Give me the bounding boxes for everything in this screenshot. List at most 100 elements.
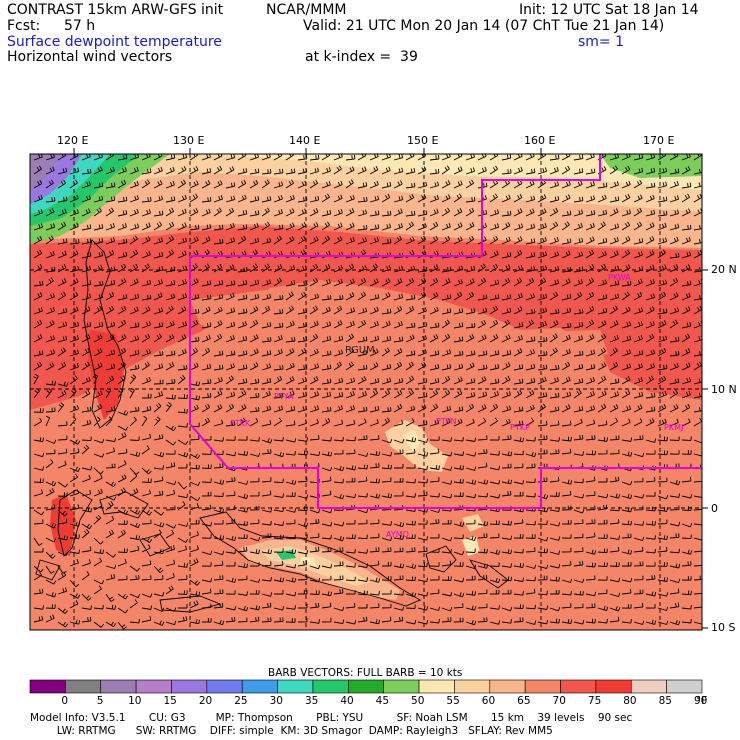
wind-barb: [273, 154, 283, 161]
wind-barb: [333, 575, 344, 581]
wind-barb: [189, 481, 201, 487]
wind-barb: [57, 221, 67, 231]
wind-barb: [105, 406, 116, 413]
wind-barb: [57, 421, 68, 427]
wind-barb: [609, 196, 620, 203]
wind-barb: [513, 208, 523, 217]
wind-barb: [657, 620, 669, 625]
wind-barb: [681, 236, 691, 245]
wind-barb: [525, 168, 536, 175]
wind-barb: [429, 562, 440, 567]
wind-barb: [621, 451, 633, 457]
wind-barb: [237, 404, 247, 413]
wind-barb: [465, 519, 476, 525]
wind-barb: [441, 278, 451, 287]
wind-barb: [93, 237, 104, 245]
wind-barb: [405, 305, 415, 315]
wind-barb: [501, 169, 512, 175]
wind-barb: [417, 592, 429, 597]
wind-barb: [681, 390, 691, 399]
wind-barb: [621, 154, 631, 161]
wind-barb: [369, 348, 379, 357]
wind-barb: [105, 416, 113, 427]
wind-barb: [177, 439, 189, 445]
wind-barb: [477, 548, 488, 554]
wind-barb: [333, 588, 344, 595]
wind-barb: [117, 520, 128, 525]
wind-barb: [405, 236, 415, 245]
wind-barb: [393, 591, 404, 596]
wind-barb: [357, 291, 366, 301]
wind-barb: [657, 320, 667, 329]
wind-barb: [513, 534, 524, 539]
wind-barb: [489, 577, 501, 584]
wind-barb: [141, 467, 152, 475]
wind-barb: [225, 590, 236, 595]
wind-barb: [309, 564, 321, 570]
wind-barb: [81, 361, 90, 371]
colorbar-tick-label: 0: [61, 695, 69, 707]
wind-barb: [645, 264, 655, 273]
wind-barb: [573, 478, 584, 484]
wind-barb: [129, 235, 138, 245]
wind-barb: [129, 180, 139, 189]
wind-barb: [393, 293, 404, 301]
wind-barb: [165, 154, 176, 161]
wind-barb: [381, 389, 391, 399]
wind-barb: [285, 519, 296, 525]
wind-barb: [129, 575, 140, 581]
wind-barb: [357, 349, 368, 357]
wind-barb: [573, 389, 582, 399]
model-title: CONTRAST 15km ARW-GFS init: [7, 2, 224, 18]
wind-barb: [45, 277, 54, 287]
wind-barb: [597, 294, 608, 301]
wind-barb: [165, 166, 175, 175]
wind-barb: [525, 238, 536, 245]
wind-barb: [369, 210, 380, 217]
wind-barb: [213, 479, 225, 485]
wind-barb: [621, 588, 632, 595]
wind-barb: [525, 417, 534, 427]
wind-barb: [153, 549, 165, 555]
wind-barb: [585, 532, 596, 539]
wind-barb: [153, 575, 164, 581]
wind-barb: [357, 364, 368, 371]
wind-barb: [693, 602, 702, 609]
wind-barb: [141, 154, 151, 161]
wind-barb: [621, 437, 633, 442]
wind-barb: [273, 181, 284, 189]
wind-barb: [417, 605, 429, 611]
wind-barb: [477, 589, 488, 595]
wind-barb: [369, 389, 378, 399]
wind-barb: [177, 394, 188, 400]
wind-barb: [237, 321, 247, 329]
wind-barb: [261, 221, 270, 231]
wind-barb: [417, 478, 428, 484]
wind-barb: [549, 279, 560, 287]
wind-barb: [93, 474, 103, 483]
wind-barb: [429, 533, 440, 539]
wind-barb: [357, 464, 368, 470]
wind-barb: [105, 196, 116, 203]
wind-barb: [321, 221, 330, 231]
colorbar-tick-label: 90: [694, 695, 708, 707]
wind-barb: [381, 377, 392, 385]
wind-barb: [225, 237, 236, 245]
wind-barb: [681, 322, 692, 329]
wind-barb: [549, 333, 558, 343]
wind-barb: [321, 466, 333, 472]
wind-barb: [285, 405, 296, 413]
wind-barb: [357, 154, 367, 161]
wind-barb: [165, 350, 176, 357]
wind-barb: [633, 238, 644, 245]
wind-barb: [549, 320, 559, 329]
wind-barb: [153, 292, 163, 301]
wind-barb: [33, 319, 43, 329]
wind-barb: [129, 451, 141, 457]
wind-barb: [141, 489, 152, 497]
wind-barb: [645, 236, 655, 245]
wind-barb: [297, 154, 308, 161]
wind-barb: [201, 322, 212, 329]
wind-barb: [117, 277, 127, 287]
wind-barb: [513, 378, 524, 385]
